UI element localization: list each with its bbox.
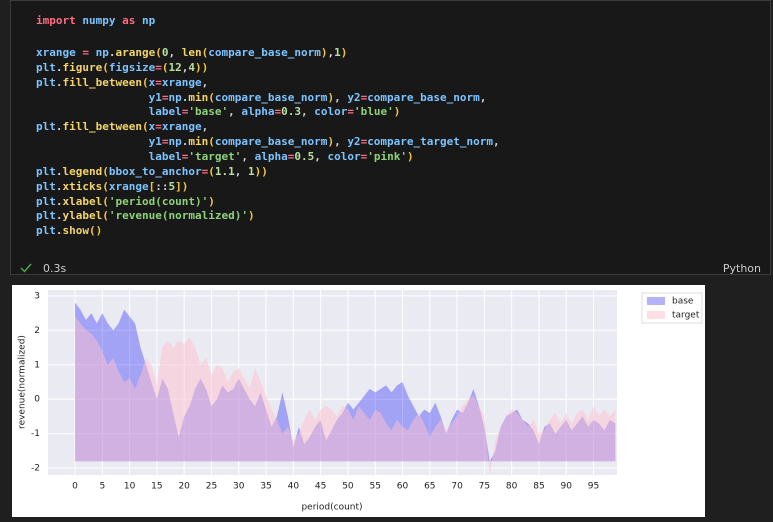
- code-line: plt.ylabel('revenue(normalized)'): [36, 209, 255, 223]
- area: [75, 316, 616, 475]
- exec-time: 0.3s: [43, 262, 67, 275]
- x-tick-label: 45: [315, 482, 326, 492]
- x-tick-label: 5: [99, 482, 105, 492]
- y-tick-label: -2: [31, 464, 40, 474]
- code-line: plt.legend(bbox_to_anchor=(1.1, 1)): [36, 164, 268, 178]
- x-tick-label: 95: [588, 482, 599, 492]
- kernel-language[interactable]: Python: [722, 262, 761, 275]
- success-icon: [20, 263, 32, 273]
- code-line: plt.xlabel('period(count)'): [36, 194, 215, 208]
- legend-swatch: [647, 311, 665, 319]
- y-axis-label: revenue(normalized): [18, 335, 28, 429]
- code-line: y1=np.min(compare_base_norm), y2=compare…: [148, 90, 487, 104]
- legend-label: target: [672, 311, 700, 321]
- x-tick-label: 75: [479, 482, 490, 492]
- y-tick-label: 0: [34, 395, 40, 405]
- x-tick-label: 65: [424, 482, 435, 492]
- code-line: xrange = np.arange(0, len(compare_base_n…: [36, 46, 348, 59]
- x-tick-label: 80: [506, 482, 518, 492]
- y-tick-label: -1: [31, 429, 40, 439]
- x-tick-label: 85: [533, 482, 544, 492]
- code-cell[interactable]: import numpy as np xrange = np.arange(0, …: [10, 0, 771, 275]
- x-tick-label: 50: [342, 482, 354, 492]
- x-tick-label: 60: [397, 482, 409, 492]
- code-line: plt.fill_between(x=xrange,: [36, 120, 209, 134]
- x-tick-label: 55: [369, 482, 380, 492]
- code-line: label='target', alpha=0.5, color='pink'): [148, 149, 414, 163]
- x-tick-label: 10: [124, 482, 136, 492]
- chart: period(count) revenue(normalized) -2 -1 0 1…: [18, 290, 703, 513]
- x-tick-label: 25: [206, 482, 217, 492]
- code-line: import numpy as np: [36, 14, 156, 27]
- x-axis-label: period(count): [301, 503, 362, 513]
- code-line: plt.show(): [36, 224, 103, 238]
- code-line: plt.xticks(xrange[::5]): [36, 179, 189, 193]
- output-area: period(count) revenue(normalized) -2 -1 0 1…: [12, 285, 705, 517]
- x-tick-label: 70: [451, 482, 463, 492]
- y-tick-label: 2: [34, 326, 40, 336]
- x-tick-label: 0: [72, 482, 78, 492]
- legend: base target: [641, 292, 703, 324]
- x-tick-label: 40: [288, 482, 300, 492]
- y-tick-label: 1: [34, 360, 40, 370]
- code-line: y1=np.min(compare_base_norm), y2=compare…: [148, 135, 500, 149]
- y-tick-label: 3: [34, 291, 40, 301]
- x-tick-label: 20: [178, 482, 190, 492]
- code-line: plt.figure(figsize=(12,4)): [36, 60, 209, 74]
- x-tick-label: 15: [151, 482, 162, 492]
- legend-label: base: [672, 297, 694, 307]
- code-line: plt.fill_between(x=xrange,: [36, 75, 209, 89]
- x-tick-label: 30: [233, 482, 245, 492]
- x-tick-label: 90: [561, 482, 573, 492]
- legend-swatch: [647, 297, 665, 305]
- x-tick-label: 35: [260, 482, 271, 492]
- code-line: label='base', alpha=0.3, color='blue'): [148, 105, 401, 119]
